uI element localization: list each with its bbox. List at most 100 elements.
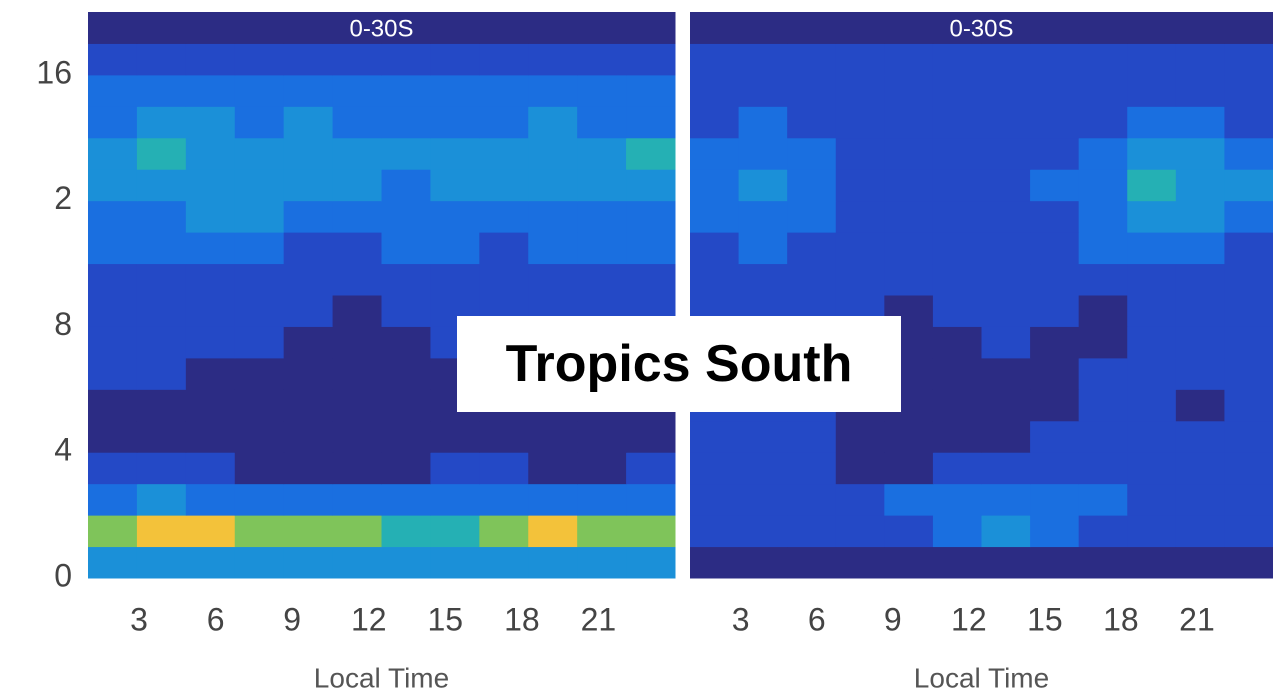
heat-cell bbox=[1078, 263, 1128, 296]
heat-cell bbox=[381, 452, 431, 485]
heat-cell bbox=[884, 169, 934, 202]
heat-cell bbox=[1078, 420, 1128, 453]
x-axis-label: Local Time bbox=[914, 662, 1049, 693]
heat-cell bbox=[234, 12, 285, 44]
heat-cell bbox=[1224, 74, 1273, 107]
x-tick-label: 21 bbox=[581, 601, 617, 637]
panel-title: 0-30S bbox=[349, 15, 413, 42]
heat-cell bbox=[835, 43, 885, 76]
heat-cell bbox=[88, 515, 138, 548]
heat-cell bbox=[283, 420, 334, 453]
heat-cell bbox=[787, 483, 837, 516]
heat-cell bbox=[626, 137, 676, 170]
heat-cell bbox=[479, 232, 529, 265]
heat-cell bbox=[1030, 74, 1080, 107]
heat-cell bbox=[1175, 200, 1225, 233]
heat-cell bbox=[1127, 546, 1177, 579]
heat-cell bbox=[1030, 232, 1080, 265]
heat-cell bbox=[787, 12, 837, 44]
heat-cell bbox=[626, 263, 676, 296]
heat-cell bbox=[185, 169, 236, 202]
heat-cell bbox=[932, 483, 982, 516]
heat-cell bbox=[1127, 420, 1177, 453]
heat-cell bbox=[1175, 263, 1225, 296]
heat-cell bbox=[1127, 326, 1177, 359]
heat-cell bbox=[738, 106, 788, 139]
heat-cell bbox=[88, 106, 138, 139]
heat-cell bbox=[884, 106, 934, 139]
heat-cell bbox=[234, 43, 285, 76]
heat-cell bbox=[234, 263, 285, 296]
heat-cell bbox=[185, 200, 236, 233]
heat-cell bbox=[1224, 232, 1273, 265]
heat-cell bbox=[1224, 106, 1273, 139]
heat-cell bbox=[430, 420, 480, 453]
heat-cell bbox=[381, 295, 431, 327]
heat-cell bbox=[136, 106, 187, 139]
heat-cell bbox=[430, 74, 480, 107]
heat-cell bbox=[1127, 74, 1177, 107]
heat-cell bbox=[1127, 106, 1177, 139]
heat-cell bbox=[577, 420, 627, 453]
heat-cell bbox=[981, 12, 1031, 44]
heat-cell bbox=[283, 515, 334, 548]
x-axis-label: Local Time bbox=[314, 662, 449, 693]
heat-cell bbox=[528, 200, 578, 233]
heat-cell bbox=[88, 232, 138, 265]
heat-cell bbox=[738, 546, 788, 579]
heat-cell bbox=[690, 483, 740, 516]
heat-cell bbox=[136, 420, 187, 453]
heat-cell bbox=[787, 420, 837, 453]
heat-cell bbox=[1078, 43, 1128, 76]
heat-cell bbox=[1175, 515, 1225, 548]
heat-cell bbox=[185, 106, 236, 139]
heat-cell bbox=[690, 169, 740, 202]
heat-cell bbox=[283, 546, 334, 579]
heat-cell bbox=[528, 12, 578, 44]
y-tick-label: 8 bbox=[54, 306, 72, 342]
heat-cell bbox=[1175, 43, 1225, 76]
heat-cell bbox=[136, 200, 187, 233]
heat-cell bbox=[981, 483, 1031, 516]
heat-cell bbox=[1030, 43, 1080, 76]
heat-cell bbox=[234, 137, 285, 170]
heat-cell bbox=[932, 420, 982, 453]
heat-cell bbox=[577, 74, 627, 107]
heat-cell bbox=[1175, 546, 1225, 579]
heat-cell bbox=[1078, 452, 1128, 485]
heat-cell bbox=[1127, 515, 1177, 548]
heat-cell bbox=[283, 452, 334, 485]
heat-cell bbox=[185, 232, 236, 265]
heat-cell bbox=[234, 389, 285, 422]
heat-cell bbox=[479, 546, 529, 579]
x-tick-label: 6 bbox=[207, 601, 225, 637]
heat-cell bbox=[1030, 137, 1080, 170]
heat-cell bbox=[283, 43, 334, 76]
heat-cell bbox=[787, 137, 837, 170]
heat-cell bbox=[738, 137, 788, 170]
heat-cell bbox=[981, 420, 1031, 453]
heat-cell bbox=[1224, 200, 1273, 233]
heat-cell bbox=[332, 200, 382, 233]
heat-cell bbox=[185, 137, 236, 170]
heat-cell bbox=[234, 420, 285, 453]
heat-cell bbox=[381, 169, 431, 202]
heat-cell bbox=[1224, 483, 1273, 516]
heat-cell bbox=[787, 452, 837, 485]
heat-cell bbox=[88, 483, 138, 516]
heat-cell bbox=[738, 515, 788, 548]
heat-cell bbox=[835, 106, 885, 139]
heat-cell bbox=[430, 200, 480, 233]
heat-cell bbox=[1127, 169, 1177, 202]
heat-cell bbox=[332, 232, 382, 265]
heat-cell bbox=[1224, 43, 1273, 76]
heat-cell bbox=[136, 12, 187, 44]
heat-cell bbox=[981, 169, 1031, 202]
heat-cell bbox=[136, 515, 187, 548]
heat-cell bbox=[1127, 389, 1177, 422]
heat-cell bbox=[1127, 12, 1177, 44]
heat-cell bbox=[1127, 357, 1177, 390]
heat-cell bbox=[1175, 483, 1225, 516]
heat-cell bbox=[1127, 452, 1177, 485]
heat-cell bbox=[981, 389, 1031, 422]
